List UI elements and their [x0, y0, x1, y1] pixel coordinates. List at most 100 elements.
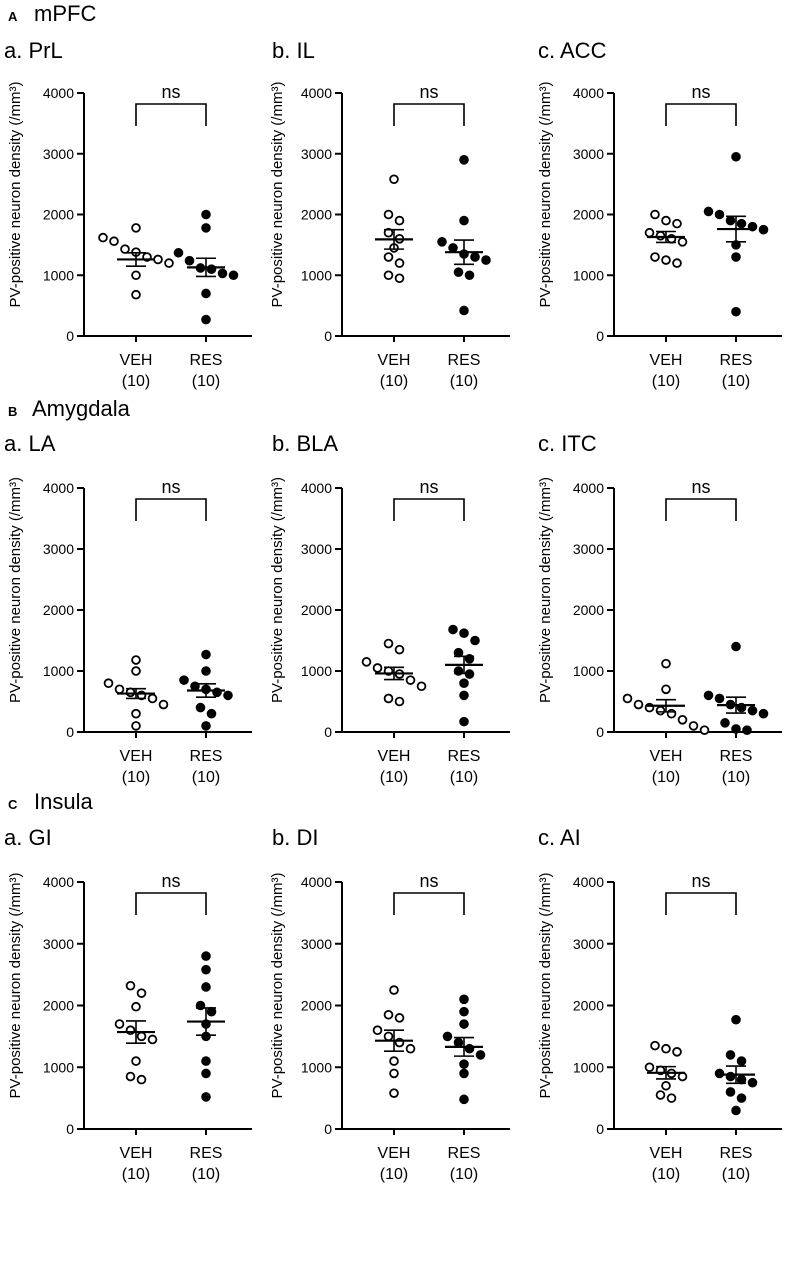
group-n-label: (10): [380, 769, 408, 786]
y-tick-label: 3000: [573, 146, 604, 162]
veh-data-point: [677, 237, 688, 247]
y-tick-label: 3000: [573, 541, 604, 557]
veh-data-point: [383, 693, 394, 704]
significance-bracket: [393, 892, 465, 915]
veh-data-point: [147, 1034, 158, 1045]
veh-data-point: [677, 714, 688, 725]
y-tick-label: 1000: [43, 1059, 74, 1075]
veh-data-point: [644, 1062, 655, 1073]
x-tick-label: RES: [720, 352, 753, 369]
res-data-point: [459, 628, 469, 638]
res-data-point: [179, 675, 189, 685]
x-tick-label: VEH: [378, 748, 411, 765]
res-data-point: [459, 1094, 469, 1105]
res-data-point: [714, 693, 725, 704]
panel-title: a. LA: [4, 431, 56, 456]
x-tick-label: RES: [720, 748, 753, 765]
panel-b-bla: b. BLA PV-positive neuron density (/mm³) 0…: [269, 431, 510, 786]
veh-data-point: [383, 252, 394, 262]
group-n-label: (10): [652, 373, 680, 390]
y-tick-label: 4000: [43, 874, 74, 890]
panel-title: b. DI: [272, 825, 318, 850]
y-tick-label: 2000: [301, 602, 332, 618]
significance-bracket: [665, 103, 737, 126]
res-data-point: [470, 252, 480, 262]
res-data-point: [736, 1093, 747, 1103]
res-data-point: [459, 678, 469, 688]
group-n-label: (10): [380, 1166, 408, 1183]
res-data-point: [459, 1059, 469, 1069]
veh-data-point: [389, 1088, 399, 1098]
veh-data-point: [394, 273, 405, 284]
y-tick-label: 1000: [301, 1059, 332, 1075]
res-data-point: [459, 305, 469, 316]
res-data-point: [459, 1006, 469, 1017]
veh-data-point: [394, 215, 405, 226]
res-data-point: [725, 1050, 736, 1060]
y-tick-label: 3000: [301, 936, 332, 952]
veh-data-point: [136, 988, 147, 998]
res-data-point: [720, 718, 730, 728]
veh-data-point: [661, 658, 671, 669]
res-data-point: [206, 708, 217, 719]
res-data-point: [201, 1068, 211, 1079]
y-tick-label: 0: [596, 328, 604, 344]
res-data-point: [459, 155, 469, 165]
significance-bracket: [393, 103, 465, 126]
veh-data-point: [644, 227, 655, 238]
res-data-point: [173, 247, 184, 258]
y-tick-label: 1000: [301, 663, 332, 679]
significance-bracket: [665, 892, 737, 915]
veh-data-point: [131, 1001, 141, 1012]
group-n-label: (10): [450, 1166, 478, 1183]
section-letter: A: [8, 9, 18, 24]
y-axis-label: PV-positive neuron density (/mm³): [537, 477, 554, 703]
y-tick-label: 0: [596, 724, 604, 740]
veh-data-point: [666, 1093, 677, 1103]
res-data-point: [201, 649, 211, 660]
group-n-label: (10): [652, 769, 680, 786]
res-data-point: [714, 1068, 725, 1079]
res-data-point: [459, 690, 469, 701]
veh-data-point: [361, 657, 372, 667]
y-tick-label: 2000: [573, 207, 604, 223]
y-tick-label: 1000: [301, 267, 332, 283]
panel-title: c. ACC: [538, 38, 607, 63]
panel-b-di: b. DI PV-positive neuron density (/mm³) 0 1…: [269, 825, 510, 1183]
y-axis-label: PV-positive neuron density (/mm³): [7, 873, 24, 1099]
veh-data-point: [125, 980, 136, 991]
y-tick-label: 4000: [301, 874, 332, 890]
res-data-point: [470, 635, 480, 646]
y-axis-label: PV-positive neuron density (/mm³): [7, 477, 24, 703]
y-tick-label: 0: [324, 1121, 332, 1137]
y-tick-label: 1000: [573, 267, 604, 283]
x-tick-label: VEH: [378, 1145, 411, 1162]
res-data-point: [201, 982, 211, 992]
section-letter: B: [8, 404, 17, 419]
res-data-point: [731, 252, 741, 262]
veh-data-point: [383, 638, 394, 649]
section-letter: C: [8, 797, 18, 812]
veh-data-point: [655, 705, 666, 716]
res-data-point: [736, 1056, 747, 1066]
veh-data-point: [650, 209, 660, 220]
veh-data-point: [114, 684, 125, 695]
veh-data-point: [383, 270, 394, 281]
res-data-point: [459, 215, 469, 226]
res-data-point: [725, 215, 736, 226]
res-data-point: [725, 1087, 736, 1097]
y-tick-label: 1000: [43, 663, 74, 679]
x-tick-label: RES: [448, 748, 481, 765]
x-tick-label: RES: [190, 352, 223, 369]
y-tick-label: 3000: [301, 541, 332, 557]
veh-data-point: [389, 985, 399, 995]
group-n-label: (10): [722, 1166, 750, 1183]
veh-data-point: [109, 236, 119, 247]
res-data-point: [201, 951, 211, 961]
significance-bracket: [135, 103, 207, 126]
res-data-point: [437, 237, 447, 247]
significance-bracket: [135, 498, 207, 521]
significance-bracket: [135, 892, 207, 915]
res-data-point: [201, 1056, 211, 1066]
